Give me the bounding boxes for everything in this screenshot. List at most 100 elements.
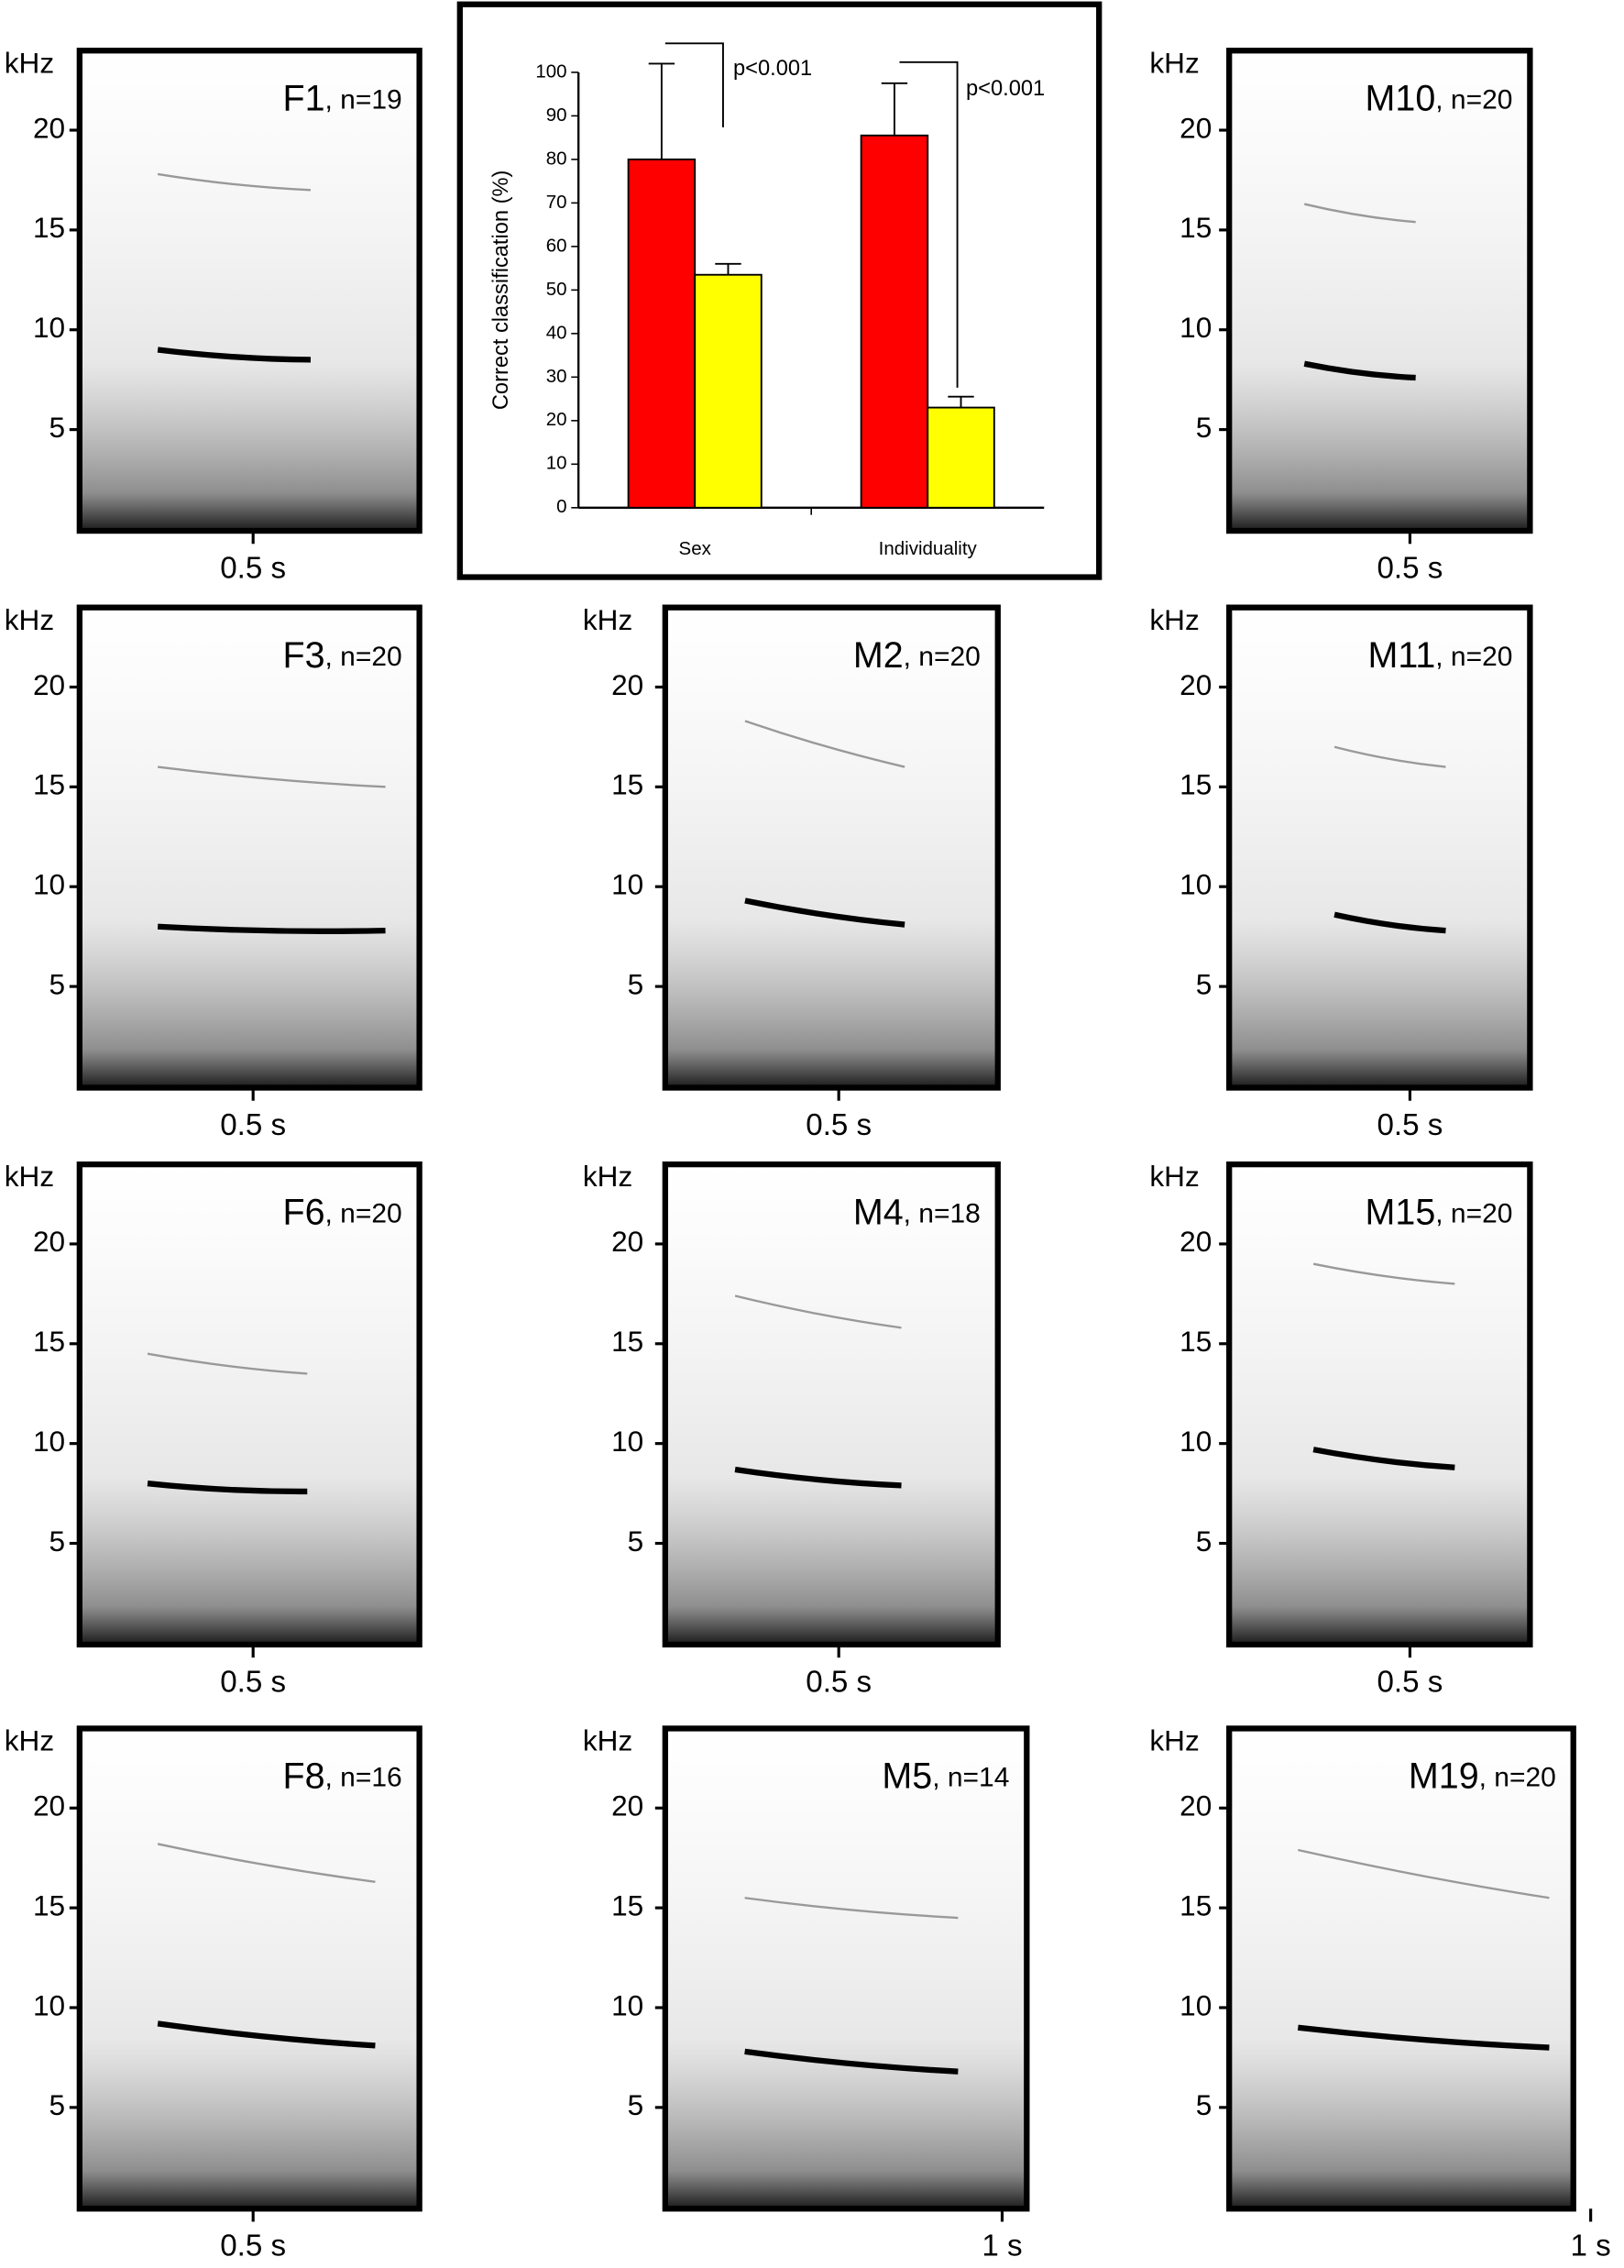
fundamental — [1297, 2024, 1550, 2051]
panel-label: M5, n=14 — [882, 1756, 1009, 1797]
harmonic — [157, 172, 312, 192]
sample-size: , n=16 — [325, 1763, 402, 1793]
spectrogram-noise — [664, 1164, 998, 1645]
sample-size: , n=20 — [1435, 1198, 1512, 1228]
panel-label: F1, n=19 — [283, 79, 402, 119]
y-tick-label: 20 — [33, 668, 65, 701]
time-scale-label: 1 s — [1571, 2229, 1611, 2263]
y-tick-label: 20 — [33, 1789, 65, 1822]
y-tick-label: 15 — [1180, 1888, 1212, 1921]
sample-size: , n=18 — [904, 1198, 981, 1228]
panel-label: M2, n=20 — [853, 635, 981, 676]
y-tick-label: 5 — [628, 1525, 644, 1558]
spectrogram-frame — [1226, 1725, 1576, 2212]
y-tick-label: 5 — [49, 967, 66, 1000]
harmonic — [147, 1352, 308, 1375]
time-scale-label: 0.5 s — [220, 1108, 286, 1142]
spectrogram-noise — [79, 50, 420, 532]
harmonic — [1333, 745, 1446, 768]
spectrogram-frame — [1226, 1161, 1533, 1648]
harmonic — [1298, 1848, 1550, 1899]
sample-size: , n=14 — [932, 1763, 1009, 1793]
sample-size: , n=20 — [1479, 1763, 1556, 1793]
y-unit-label: kHz — [1149, 46, 1199, 79]
y-tick-label: 10 — [33, 1425, 65, 1458]
y-tick-label: 90 — [546, 105, 567, 126]
panel-label: M10, n=20 — [1366, 79, 1513, 119]
panel-id: M11 — [1367, 635, 1435, 676]
y-tick-label: 10 — [546, 453, 567, 474]
y-tick-label: 15 — [1180, 768, 1212, 801]
spectrogram-noise — [1229, 607, 1531, 1088]
y-tick-label: 20 — [1180, 1225, 1212, 1258]
annotation: p<0.001 — [966, 77, 1045, 101]
y-tick-label: 10 — [33, 868, 65, 901]
y-tick-label: 10 — [611, 868, 643, 901]
y-tick-label: 5 — [1196, 1525, 1213, 1558]
significance-bracket — [899, 61, 959, 388]
spectrogram-noise — [1229, 50, 1531, 532]
harmonic — [157, 765, 386, 788]
spectrogram-frame — [1226, 48, 1533, 534]
panel-label: F3, n=20 — [283, 635, 402, 676]
y-unit-label: kHz — [5, 603, 54, 636]
y-tick-label: 10 — [1180, 311, 1212, 344]
y-tick-label: 10 — [33, 311, 65, 344]
time-scale-label: 1 s — [982, 2229, 1022, 2263]
y-tick-label: 10 — [1180, 868, 1212, 901]
y-tick-label: 5 — [49, 411, 66, 444]
sample-size: , n=20 — [1435, 84, 1512, 115]
y-unit-label: kHz — [583, 603, 632, 636]
y-tick-label: 30 — [546, 366, 567, 387]
panel-id: M2 — [853, 635, 904, 676]
y-tick-label: 20 — [1180, 1789, 1212, 1822]
y-tick-label: 0 — [556, 496, 566, 517]
harmonic — [1303, 203, 1416, 224]
y-tick-label: 60 — [546, 235, 567, 256]
panel-id: F8 — [283, 1756, 325, 1797]
y-tick-label: 10 — [611, 1425, 643, 1458]
y-tick-label: 20 — [611, 668, 643, 701]
y-tick-label: 5 — [1196, 2088, 1213, 2121]
y-tick-label: 15 — [33, 1325, 65, 1358]
spectrogram-frame — [1226, 604, 1533, 1091]
spectrogram-noise — [1229, 1164, 1531, 1645]
bar — [927, 406, 995, 509]
x-tick-label: Individuality — [879, 538, 978, 559]
y-tick-label: 70 — [546, 192, 567, 213]
sample-size: , n=20 — [904, 642, 981, 672]
panel-id: M5 — [882, 1756, 932, 1797]
fundamental — [744, 897, 905, 928]
time-scale-label: 0.5 s — [1377, 1665, 1443, 1699]
y-tick-label: 5 — [628, 967, 644, 1000]
fundamental — [1303, 360, 1416, 381]
y-tick-label: 20 — [611, 1789, 643, 1822]
panel-id: F6 — [283, 1193, 325, 1233]
spectrogram-frame — [76, 604, 422, 1091]
inset-frame — [456, 1, 1103, 580]
spectrogram-frame — [662, 1161, 1001, 1648]
time-scale-label: 0.5 s — [1377, 551, 1443, 585]
panel-label: M19, n=20 — [1409, 1756, 1556, 1797]
harmonic — [734, 1294, 902, 1329]
y-tick-label: 15 — [611, 768, 643, 801]
fundamental — [1333, 911, 1446, 934]
y-tick-label: 5 — [49, 2088, 66, 2121]
spectrogram-frame — [662, 1725, 1030, 2212]
bar — [694, 273, 763, 509]
panel-id: F1 — [283, 79, 325, 119]
panel-label: F8, n=16 — [283, 1756, 402, 1797]
y-tick-label: 5 — [1196, 411, 1213, 444]
spectrogram-noise — [79, 607, 420, 1088]
y-tick-label: 80 — [546, 148, 567, 169]
bar — [627, 158, 697, 509]
spectrogram-noise — [664, 607, 998, 1088]
spectrogram-noise — [664, 1728, 1027, 2209]
y-unit-label: kHz — [1149, 1724, 1199, 1757]
y-unit-label: kHz — [1149, 1160, 1199, 1193]
fundamental — [744, 2048, 959, 2075]
sample-size: , n=19 — [325, 84, 402, 115]
time-scale-label: 0.5 s — [220, 551, 286, 585]
